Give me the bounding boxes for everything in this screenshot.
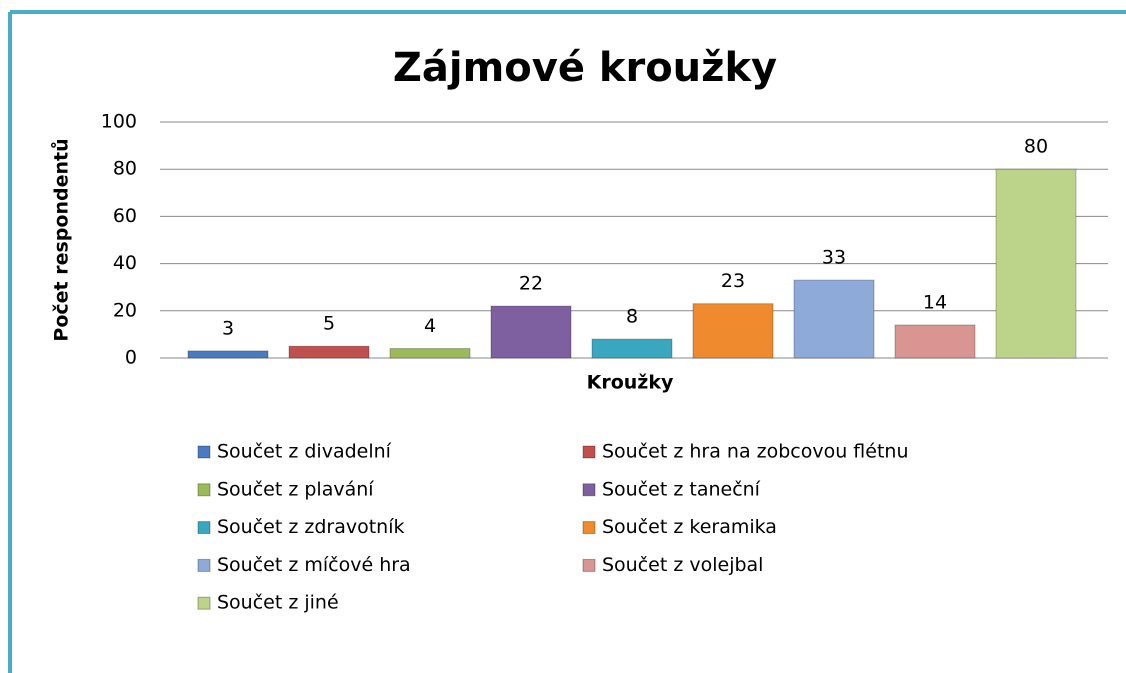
legend-swatch	[582, 445, 596, 459]
bar	[995, 168, 1077, 359]
bar	[793, 279, 875, 359]
data-label: 23	[721, 270, 745, 292]
bar	[389, 348, 471, 359]
legend-swatch	[582, 521, 596, 535]
bar	[288, 345, 370, 359]
y-tick-label: 60	[113, 205, 137, 227]
legend-label: Součet z divadelní	[217, 441, 392, 463]
legend-label: Součet z míčové hra	[217, 554, 411, 576]
legend-swatch	[197, 521, 211, 535]
legend-label: Součet z plavání	[217, 478, 374, 500]
legend-swatch	[197, 483, 211, 497]
legend-swatch	[582, 483, 596, 497]
bar	[894, 324, 976, 359]
legend-swatch	[197, 596, 211, 610]
data-label: 14	[923, 291, 947, 313]
legend-label: Součet z volejbal	[602, 554, 763, 576]
legend-label: Součet z taneční	[602, 478, 761, 500]
legend-label: Součet z hra na zobcovou flétnu	[602, 441, 909, 463]
legend-swatch	[197, 445, 211, 459]
data-label: 33	[822, 247, 846, 269]
y-axis-label: Počet respondentů	[50, 138, 73, 341]
bar	[692, 303, 774, 359]
legend-swatch	[582, 558, 596, 572]
data-label: 22	[519, 273, 543, 295]
y-tick-label: 40	[113, 252, 137, 274]
y-tick-label: 0	[125, 347, 137, 369]
data-label: 5	[323, 313, 335, 335]
data-label: 8	[626, 306, 638, 328]
chart-title: Zájmové kroužky	[393, 45, 777, 91]
x-axis-label: Kroužky	[587, 372, 674, 394]
bar	[490, 305, 572, 359]
legend-swatch	[197, 558, 211, 572]
y-tick-label: 80	[113, 158, 137, 180]
data-label: 80	[1024, 136, 1048, 158]
bar	[187, 350, 269, 359]
data-label: 3	[222, 317, 234, 339]
y-tick-label: 20	[113, 299, 137, 321]
legend-label: Součet z zdravotník	[217, 516, 405, 538]
legend-label: Součet z keramika	[602, 516, 777, 538]
legend-label: Součet z jiné	[217, 592, 339, 614]
y-tick-label: 100	[101, 111, 137, 133]
bar	[591, 338, 673, 359]
data-label: 4	[424, 315, 436, 337]
